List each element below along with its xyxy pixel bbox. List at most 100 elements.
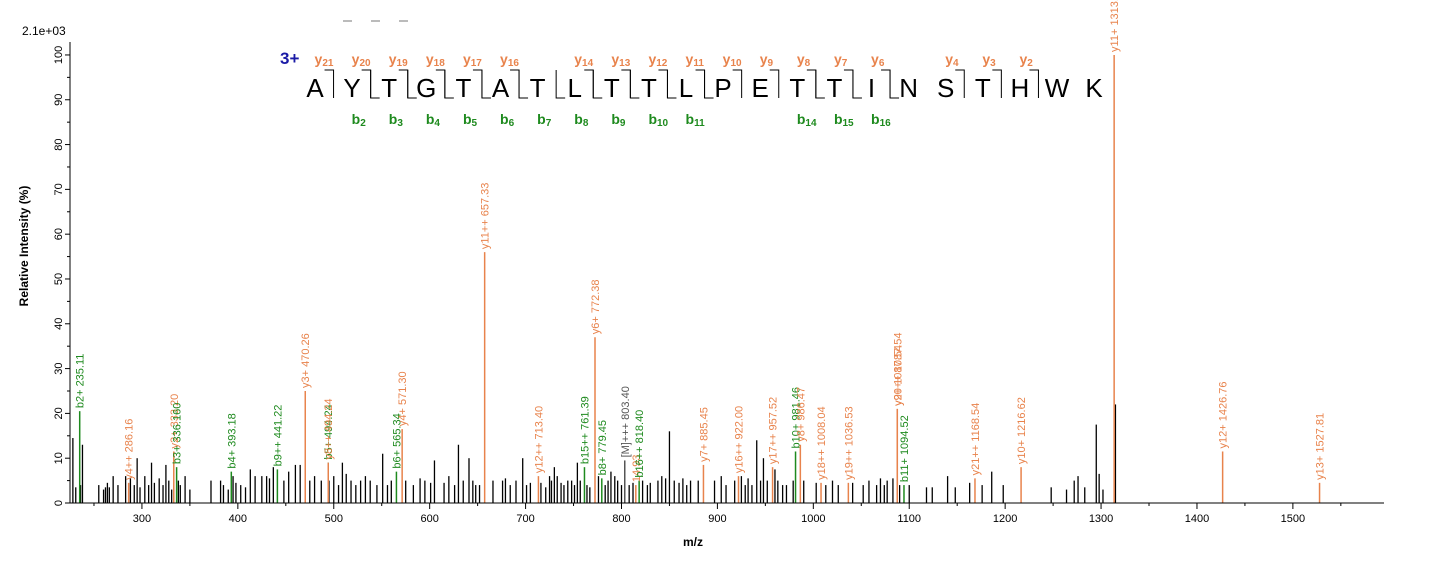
axes-layer: 0 10 20 30 40 50 60 70 80 90 100 300 400 500 600 700 800…: [53, 42, 1384, 525]
residue-12: P: [714, 73, 731, 103]
peak-label-3: b3+ 336.160: [172, 403, 184, 464]
b-ion-label-7: b7: [537, 111, 552, 129]
residue-22: K: [1085, 73, 1103, 103]
y-ion-bracket-12: [658, 69, 668, 98]
peak-label-12: y12++ 713.40: [533, 406, 545, 473]
x-tick-label-500: 500: [325, 513, 343, 525]
y-ion-label-20: y20: [352, 51, 371, 69]
peak-label-33: y13+ 1527.81: [1315, 413, 1327, 480]
y-ion-bracket-18: [435, 69, 446, 98]
y-ion-bracket-19: [398, 69, 409, 98]
peak-label-28: b11+ 1094.52: [899, 415, 911, 482]
b-ion-label-3: b3: [389, 111, 404, 129]
y-ion-bracket-13: [621, 69, 631, 98]
b-ion-bracket-14: [815, 70, 825, 99]
y-ion-bracket-2: [1029, 69, 1039, 98]
b-ion-label-11: b11: [686, 111, 706, 129]
residue-16: I: [868, 73, 875, 103]
y-tick-label-10: 10: [53, 452, 65, 464]
x-tick-label-1300: 1300: [1089, 513, 1113, 525]
y-ion-label-14: y14: [574, 51, 593, 69]
peak-label-1: y4++ 286.16: [124, 419, 136, 480]
y-ion-label-16: y16: [500, 51, 519, 69]
peak-label-11: y11++ 657.33: [480, 183, 492, 249]
residue-18: S: [937, 73, 954, 103]
b-ion-label-16: b16: [871, 111, 891, 129]
y-tick-label-60: 60: [53, 228, 65, 240]
residue-11: L: [679, 73, 693, 103]
x-tick-label-1100: 1100: [897, 513, 921, 525]
y-ion-label-7: y7: [834, 51, 848, 69]
precursor-charge: 3+: [280, 49, 299, 68]
x-tick-label-1400: 1400: [1185, 513, 1209, 525]
y-ion-bracket-14: [584, 69, 594, 98]
y-ion-label-8: y8: [797, 51, 811, 69]
residue-6: A: [492, 73, 510, 103]
residue-2: Y: [343, 73, 360, 103]
y-ion-label-21: y21: [315, 51, 334, 69]
peak-label-26: y20++ 1087.54: [892, 333, 904, 406]
y-ion-label-3: y3: [982, 51, 996, 69]
y-ion-bracket-17: [472, 69, 483, 98]
y-ion-label-11: y11: [686, 51, 705, 69]
peak-label-19: y7+ 885.45: [698, 407, 710, 462]
peak-label-27: y9+ 1087.54: [892, 345, 904, 406]
peak-label-22: b10+ 981.46: [791, 387, 803, 448]
b-ion-label-6: b6: [500, 111, 515, 129]
b-ion-bracket-16: [889, 70, 900, 99]
x-tick-label-1000: 1000: [801, 513, 825, 525]
b-ion-label-4: b4: [426, 111, 441, 129]
y-ion-label-13: y13: [611, 51, 630, 69]
b-ion-label-5: b5: [463, 111, 478, 129]
b-ion-label-8: b8: [574, 111, 589, 129]
b-ion-bracket-8: [592, 70, 603, 99]
y-ion-bracket-11: [695, 69, 706, 98]
y-ion-label-18: y18: [426, 51, 445, 69]
peak-label-13: b15++ 761.39: [579, 396, 591, 464]
peak-label-29: y21++ 1168.54: [970, 403, 982, 476]
y-ion-bracket-16: [510, 69, 520, 98]
residue-7: T: [530, 73, 546, 103]
x-tick-label-800: 800: [612, 513, 630, 525]
y-ion-label-4: y4: [945, 51, 959, 69]
x-tick-label-1200: 1200: [993, 513, 1017, 525]
b-ion-bracket-15: [852, 70, 862, 99]
y-ion-bracket-7: [843, 69, 854, 98]
residue-9: T: [604, 73, 620, 103]
y-ion-bracket-9: [769, 69, 780, 98]
peak-label-14: y6+ 772.38: [590, 279, 602, 334]
b-ion-bracket-7: [555, 70, 566, 99]
peak-label-24: y18++ 1008.04: [816, 406, 828, 479]
y-ion-label-12: y12: [648, 51, 667, 69]
y-axis-title: Relative Intensity (%): [17, 186, 31, 307]
residue-14: T: [789, 73, 805, 103]
b-ion-label-2: b2: [352, 111, 367, 129]
y-ion-bracket-6: [881, 69, 891, 98]
y-ion-bracket-20: [361, 69, 372, 98]
residue-21: W: [1045, 73, 1070, 103]
b-ion-bracket-5: [481, 70, 491, 99]
peak-label-7: b5+ 494.24: [323, 404, 335, 459]
peak-label-10: y4+ 571.30: [397, 371, 409, 426]
x-axis-title: m/z: [683, 535, 703, 549]
y-ion-label-19: y19: [389, 51, 408, 69]
y-ion-bracket-10: [732, 69, 743, 98]
residue-8: L: [567, 73, 581, 103]
x-tick-label-1500: 1500: [1281, 513, 1305, 525]
y-ion-bracket-8: [806, 69, 817, 98]
y-tick-label-70: 70: [53, 183, 65, 195]
peak-label-21: y17++ 957.52: [768, 397, 780, 464]
x-tick-label-300: 300: [133, 513, 151, 525]
peak-label-2: y2+ 333.20: [169, 394, 181, 449]
y-ion-label-6: y6: [871, 51, 885, 69]
b-ion-bracket-11: [704, 70, 714, 99]
peak-label-17: 14.93: [631, 455, 643, 483]
y-tick-label-20: 20: [53, 407, 65, 419]
residue-15: T: [826, 73, 842, 103]
b-ion-bracket-6: [518, 70, 529, 99]
b-ion-bracket-10: [666, 70, 677, 99]
peak-label-9: b6+ 565.34: [391, 413, 403, 468]
x-tick-label-600: 600: [420, 513, 438, 525]
y-tick-label-30: 30: [53, 362, 65, 374]
